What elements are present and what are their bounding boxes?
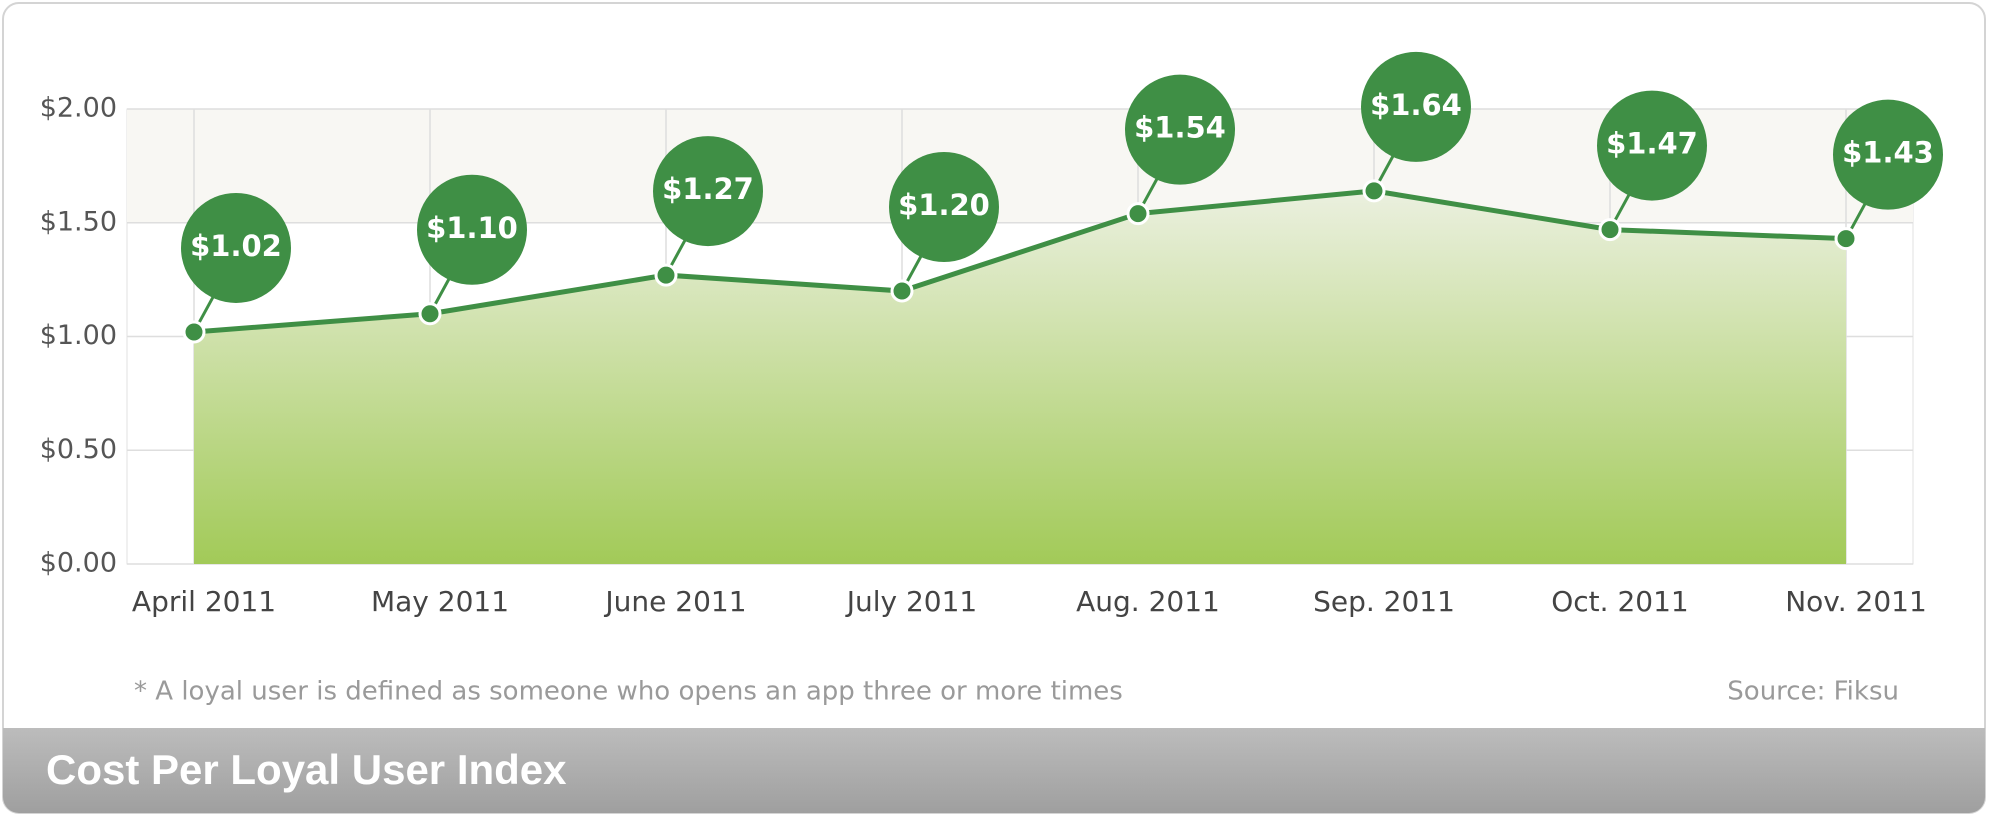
- value-label: $1.27: [662, 172, 754, 206]
- point: [1834, 227, 1858, 251]
- value-label: $1.43: [1842, 136, 1934, 170]
- x-tick-label: Sep. 2011: [1313, 585, 1455, 618]
- x-tick-label: July 2011: [845, 585, 978, 618]
- point: [654, 263, 678, 287]
- point: [418, 302, 442, 326]
- value-label: $1.47: [1606, 127, 1698, 161]
- chart-title: Cost Per Loyal User Index: [46, 746, 567, 793]
- value-label: $1.20: [898, 188, 990, 222]
- value-label: $1.64: [1370, 88, 1462, 122]
- point: [1362, 179, 1386, 203]
- line: [193, 188, 1847, 335]
- y-tick-label: $0.00: [40, 548, 117, 579]
- x-tick-label: Nov. 2011: [1785, 585, 1927, 618]
- value-bubble: [1361, 51, 1471, 162]
- value-label: $1.02: [190, 229, 282, 263]
- x-tick-label: May 2011: [371, 585, 509, 618]
- value-bubble: [181, 192, 291, 303]
- value-bubble: [1597, 90, 1707, 201]
- y-tick-label: $1.00: [40, 320, 117, 351]
- x-tick-label: Oct. 2011: [1551, 585, 1688, 618]
- point: [1126, 202, 1150, 226]
- y-tick-label: $2.00: [40, 93, 117, 124]
- value-bubble: [1833, 99, 1943, 210]
- y-tick-label: $0.50: [40, 434, 117, 465]
- y-tick-label: $1.50: [40, 206, 117, 237]
- plot: $0.00 $0.50 $1.00 $1.50 $2.00 $1.02 $1.10 $1.27…: [40, 51, 1943, 618]
- value-bubble: [417, 174, 527, 285]
- source: Source: Fiksu: [1727, 677, 1899, 707]
- point: [182, 320, 206, 344]
- x-tick-label: April 2011: [132, 585, 276, 618]
- footnote: * A loyal user is defined as someone who…: [134, 677, 1123, 707]
- value-bubble: [653, 136, 763, 247]
- value-bubble: [1125, 74, 1235, 185]
- value-label: $1.10: [426, 211, 518, 245]
- x-tick-label: June 2011: [603, 585, 746, 618]
- point: [890, 279, 914, 303]
- title-bar: [3, 728, 1985, 813]
- point: [1598, 218, 1622, 242]
- area: [194, 190, 1846, 564]
- x-tick-label: Aug. 2011: [1076, 585, 1220, 618]
- value-label: $1.54: [1134, 111, 1226, 145]
- value-bubble: [889, 152, 999, 262]
